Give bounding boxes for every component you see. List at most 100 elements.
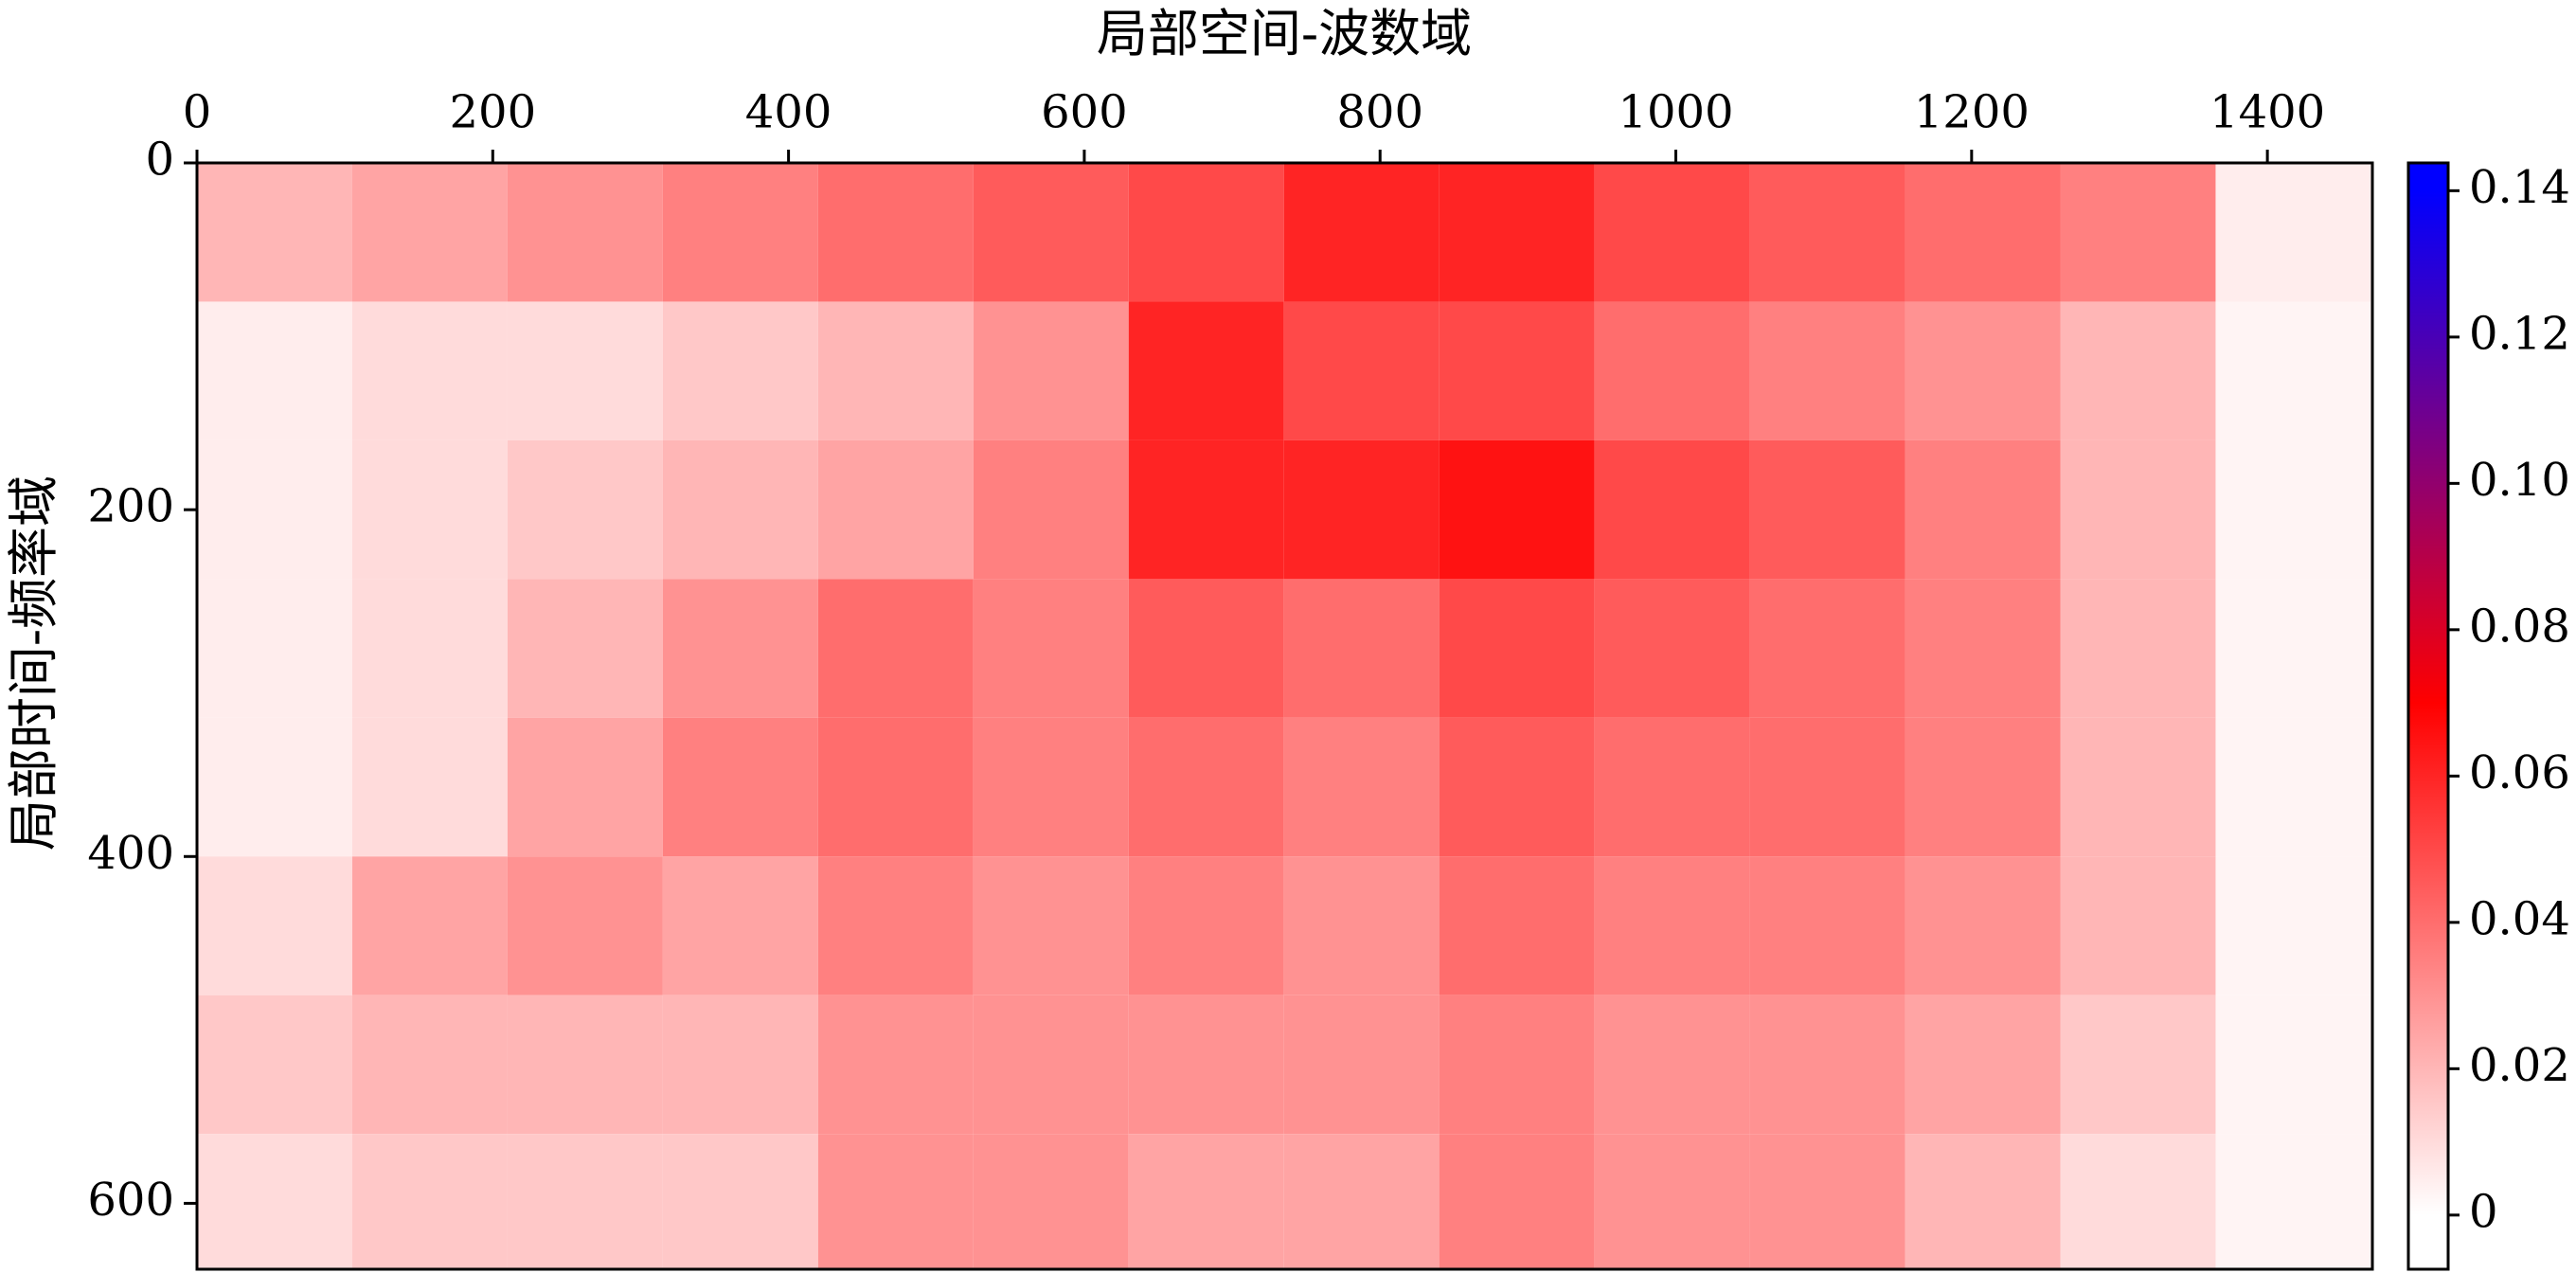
y-tick-label: 600 bbox=[87, 1174, 174, 1227]
heatmap-cell bbox=[1749, 163, 1905, 302]
heatmap-cell bbox=[662, 439, 818, 580]
heatmap-cell bbox=[1905, 717, 2061, 857]
x-tick-label: 1200 bbox=[1914, 86, 2030, 139]
heatmap-cell bbox=[1128, 717, 1284, 857]
heatmap-cell bbox=[973, 995, 1129, 1135]
heatmap-cell bbox=[817, 995, 974, 1135]
heatmap-cell bbox=[1749, 579, 1905, 718]
heatmap-cell bbox=[1905, 1134, 2061, 1269]
heatmap-cell bbox=[817, 1134, 974, 1269]
heatmap-cell bbox=[1283, 163, 1440, 302]
heatmap-cell bbox=[1128, 163, 1284, 302]
heatmap-cell bbox=[1594, 439, 1750, 580]
heatmap-cell bbox=[1749, 717, 1905, 857]
heatmap-cell bbox=[507, 439, 663, 580]
colorbar-tick-label: 0 bbox=[2469, 1185, 2498, 1238]
heatmap-cell bbox=[662, 163, 818, 302]
heatmap-cell bbox=[2060, 579, 2216, 718]
colorbar-tick-label: 0.02 bbox=[2469, 1039, 2570, 1092]
heatmap-cell bbox=[1283, 301, 1440, 440]
colorbar-tick-label: 0.12 bbox=[2469, 307, 2570, 360]
heatmap-cell bbox=[197, 856, 352, 995]
heatmap-cell bbox=[197, 995, 352, 1135]
heatmap-cell bbox=[1128, 1134, 1284, 1269]
heatmap-cell bbox=[507, 995, 663, 1135]
x-tick-label: 200 bbox=[449, 86, 536, 139]
heatmap-cell bbox=[1749, 995, 1905, 1135]
x-tick-label: 600 bbox=[1041, 86, 1128, 139]
x-tick-label: 1400 bbox=[2209, 86, 2325, 139]
x-tick-label: 800 bbox=[1336, 86, 1423, 139]
heatmap-cell bbox=[507, 1134, 663, 1269]
heatmap-cell bbox=[973, 301, 1129, 440]
y-tick-label: 200 bbox=[87, 480, 174, 533]
heatmap-cell bbox=[662, 579, 818, 718]
colorbar-tick-label: 0.14 bbox=[2469, 161, 2570, 214]
heatmap-cell bbox=[1439, 439, 1595, 580]
heatmap-cell bbox=[197, 439, 352, 580]
heatmap-cell bbox=[1439, 301, 1595, 440]
heatmap-cell bbox=[1128, 856, 1284, 995]
heatmap-cell bbox=[1439, 856, 1595, 995]
heatmap-cell bbox=[197, 579, 352, 718]
heatmap-cell bbox=[1905, 439, 2061, 580]
y-tick-label: 0 bbox=[145, 134, 174, 187]
heatmap-cell bbox=[351, 717, 508, 857]
plot-frame bbox=[195, 161, 2374, 1271]
heatmap-cell bbox=[1128, 439, 1284, 580]
heatmap-cell bbox=[2215, 439, 2371, 580]
chart-title: 局部空间-波数域 bbox=[1097, 4, 1472, 63]
heatmap-cell bbox=[1128, 579, 1284, 718]
heatmap-cell bbox=[507, 579, 663, 718]
heatmap-cell bbox=[2215, 856, 2371, 995]
heatmap-cell bbox=[2060, 856, 2216, 995]
heatmap-cell bbox=[1905, 163, 2061, 302]
heatmap-cell bbox=[2060, 717, 2216, 857]
heatmap-cell bbox=[1283, 439, 1440, 580]
heatmap-cell bbox=[817, 439, 974, 580]
heatmap-cell bbox=[1439, 995, 1595, 1135]
heatmap-cell bbox=[197, 1134, 352, 1269]
heatmap-cell bbox=[1594, 717, 1750, 857]
heatmap-cell bbox=[1905, 995, 2061, 1135]
heatmap-cell bbox=[2060, 1134, 2216, 1269]
heatmap-cell bbox=[1439, 717, 1595, 857]
heatmap-cell bbox=[2215, 995, 2371, 1135]
heatmap-cell bbox=[1439, 1134, 1595, 1269]
heatmap-cell bbox=[662, 717, 818, 857]
heatmap-cell bbox=[2060, 439, 2216, 580]
heatmap-cell bbox=[1439, 579, 1595, 718]
heatmap-cell bbox=[1594, 856, 1750, 995]
heatmap-cell bbox=[2215, 717, 2371, 857]
heatmap-cell bbox=[507, 717, 663, 857]
heatmap-cell bbox=[351, 995, 508, 1135]
heatmap-cell bbox=[197, 163, 352, 302]
heatmap-cell bbox=[1749, 301, 1905, 440]
heatmap-cell bbox=[197, 301, 352, 440]
heatmap-cell bbox=[973, 856, 1129, 995]
heatmap-cell bbox=[507, 163, 663, 302]
heatmap-cell bbox=[1283, 717, 1440, 857]
heatmap-cell bbox=[1283, 579, 1440, 718]
heatmap-cell bbox=[351, 301, 508, 440]
colorbar-tick-label: 0.04 bbox=[2469, 892, 2570, 945]
heatmap-cell bbox=[351, 163, 508, 302]
heatmap-cell bbox=[662, 1134, 818, 1269]
x-tick-label: 1000 bbox=[1618, 86, 1733, 139]
heatmap-cell bbox=[351, 579, 508, 718]
heatmap-cell bbox=[817, 579, 974, 718]
heatmap-cell bbox=[817, 856, 974, 995]
colorbar-tick-label: 0.10 bbox=[2469, 454, 2570, 507]
heatmap-cell bbox=[1594, 1134, 1750, 1269]
heatmap-cell bbox=[1283, 995, 1440, 1135]
heatmap-cell bbox=[2060, 995, 2216, 1135]
heatmap-cell bbox=[1594, 995, 1750, 1135]
heatmap-cell bbox=[973, 717, 1129, 857]
colorbar-tick-label: 0.08 bbox=[2469, 600, 2570, 653]
heatmap-cell bbox=[1905, 579, 2061, 718]
heatmap-cell bbox=[1128, 995, 1284, 1135]
heatmap-cell bbox=[197, 717, 352, 857]
heatmap-cell bbox=[1749, 439, 1905, 580]
heatmap-cell bbox=[1128, 301, 1284, 440]
